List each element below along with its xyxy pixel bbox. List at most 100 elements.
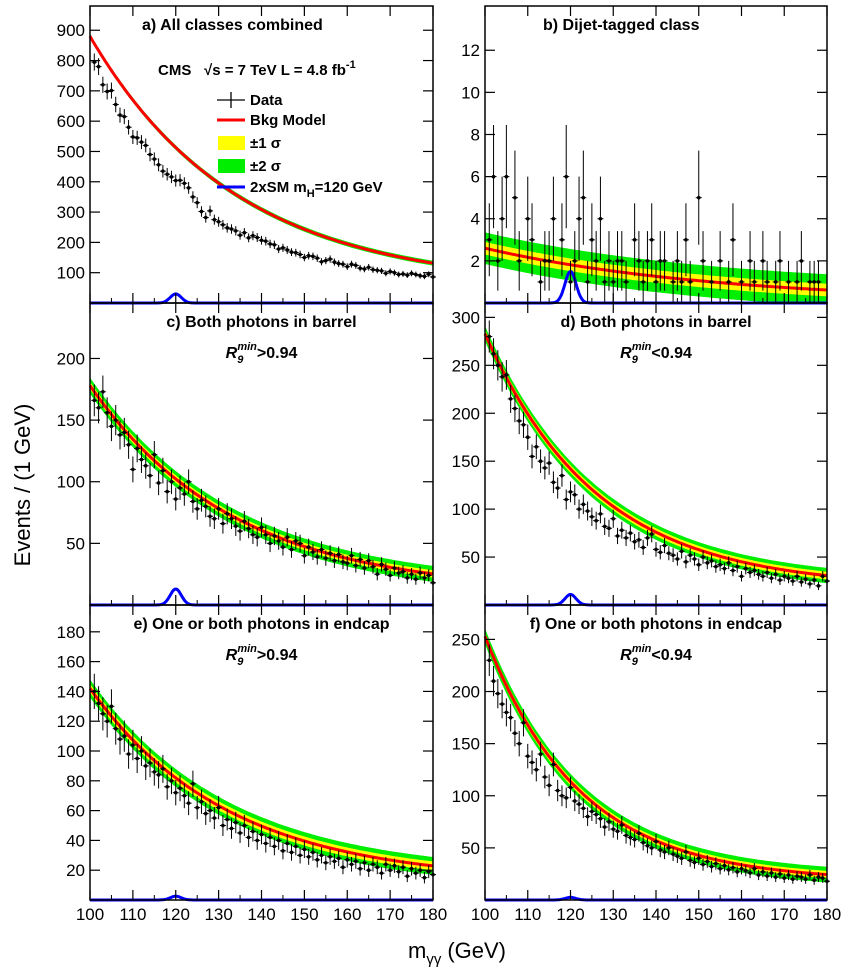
data-point: [117, 107, 124, 123]
data-marker: [590, 514, 594, 519]
data-marker: [726, 867, 731, 872]
x-tick-label: 100: [471, 905, 499, 924]
data-point: [267, 534, 274, 553]
data-point: [365, 263, 372, 271]
data-marker: [315, 555, 320, 559]
data-marker: [675, 259, 680, 263]
cms-text: CMS: [158, 62, 191, 79]
bkg-model-curve: [88, 35, 434, 265]
data-point: [640, 260, 647, 303]
data-point: [776, 575, 783, 585]
data-point: [503, 125, 510, 229]
data-point: [507, 703, 514, 732]
data-marker: [242, 519, 247, 523]
data-point: [181, 177, 188, 190]
data-marker: [379, 871, 384, 875]
data-point: [155, 761, 162, 789]
data-marker: [182, 793, 187, 798]
data-point: [755, 869, 762, 881]
data-marker: [259, 238, 264, 243]
data-point: [164, 773, 171, 800]
data-marker: [332, 260, 337, 264]
data-point: [503, 698, 510, 727]
data-point: [147, 147, 154, 162]
data-point: [747, 867, 754, 879]
data-point: [511, 720, 518, 747]
data-marker: [701, 555, 705, 559]
data-point: [344, 852, 351, 868]
data-point: [708, 860, 715, 873]
y-tick-label: 60: [66, 802, 85, 821]
data-marker: [679, 280, 684, 284]
data-point: [245, 827, 252, 848]
x-tick-label: 100: [76, 905, 104, 924]
subtitle-sup: min: [237, 341, 257, 353]
data-marker: [418, 571, 422, 575]
data-marker: [354, 263, 358, 268]
data-point: [237, 230, 244, 240]
data-marker: [246, 236, 251, 240]
data-marker: [405, 273, 410, 277]
data-marker: [379, 562, 384, 567]
panel-c: 50 100 150 200 c) Both photons in barrel R9mi…: [57, 302, 436, 607]
data-marker: [126, 125, 131, 130]
data-point: [584, 260, 591, 303]
data-point: [395, 566, 402, 580]
data-marker: [658, 848, 663, 852]
data-marker: [735, 870, 740, 874]
y-tick-label: 50: [461, 839, 480, 858]
data-marker: [186, 801, 191, 805]
data-point: [258, 517, 265, 538]
data-point: [408, 270, 415, 277]
data-point: [558, 785, 565, 807]
data-marker: [658, 550, 663, 555]
data-marker: [718, 259, 722, 263]
data-point: [318, 847, 325, 864]
data-marker: [786, 873, 791, 877]
data-marker: [628, 531, 633, 535]
data-marker: [684, 560, 688, 564]
data-marker: [743, 869, 748, 873]
data-point: [503, 360, 510, 390]
data-marker: [336, 856, 341, 861]
data-marker: [718, 562, 722, 567]
data-marker: [384, 862, 388, 867]
data-point: [704, 556, 711, 570]
subtitle-main: R: [620, 345, 632, 362]
data-point: [155, 158, 162, 172]
data-point: [425, 569, 432, 582]
data-point: [571, 231, 578, 291]
data-marker: [113, 726, 118, 731]
data-point: [798, 231, 805, 291]
data-marker: [538, 280, 543, 284]
data-marker: [500, 375, 504, 379]
data-marker: [632, 238, 637, 242]
data-point: [112, 712, 119, 745]
data-point: [412, 573, 419, 585]
y-tick-label: 200: [57, 233, 85, 252]
data-point: [305, 848, 312, 865]
data-marker: [345, 857, 350, 862]
data-marker: [538, 752, 543, 756]
data-point: [580, 798, 587, 819]
data-marker: [358, 266, 362, 270]
data-point: [404, 272, 411, 279]
data-marker: [748, 570, 752, 575]
data-point: [640, 540, 647, 555]
data-point: [177, 775, 184, 802]
y-tick-label: 120: [57, 712, 85, 731]
data-point: [499, 362, 506, 392]
data-point: [494, 350, 501, 381]
y-tick-label: 100: [57, 264, 85, 283]
data-marker: [521, 422, 526, 427]
data-marker: [148, 473, 152, 478]
panel-title: d) Both photons in barrel: [560, 314, 751, 331]
y-tick-label: 150: [452, 452, 480, 471]
subtitle-main: R: [226, 345, 238, 362]
data-point: [117, 420, 124, 450]
data-point: [374, 568, 381, 581]
data-marker: [641, 280, 645, 284]
data-marker: [632, 539, 637, 544]
data-marker: [375, 268, 380, 273]
data-marker: [131, 467, 135, 472]
